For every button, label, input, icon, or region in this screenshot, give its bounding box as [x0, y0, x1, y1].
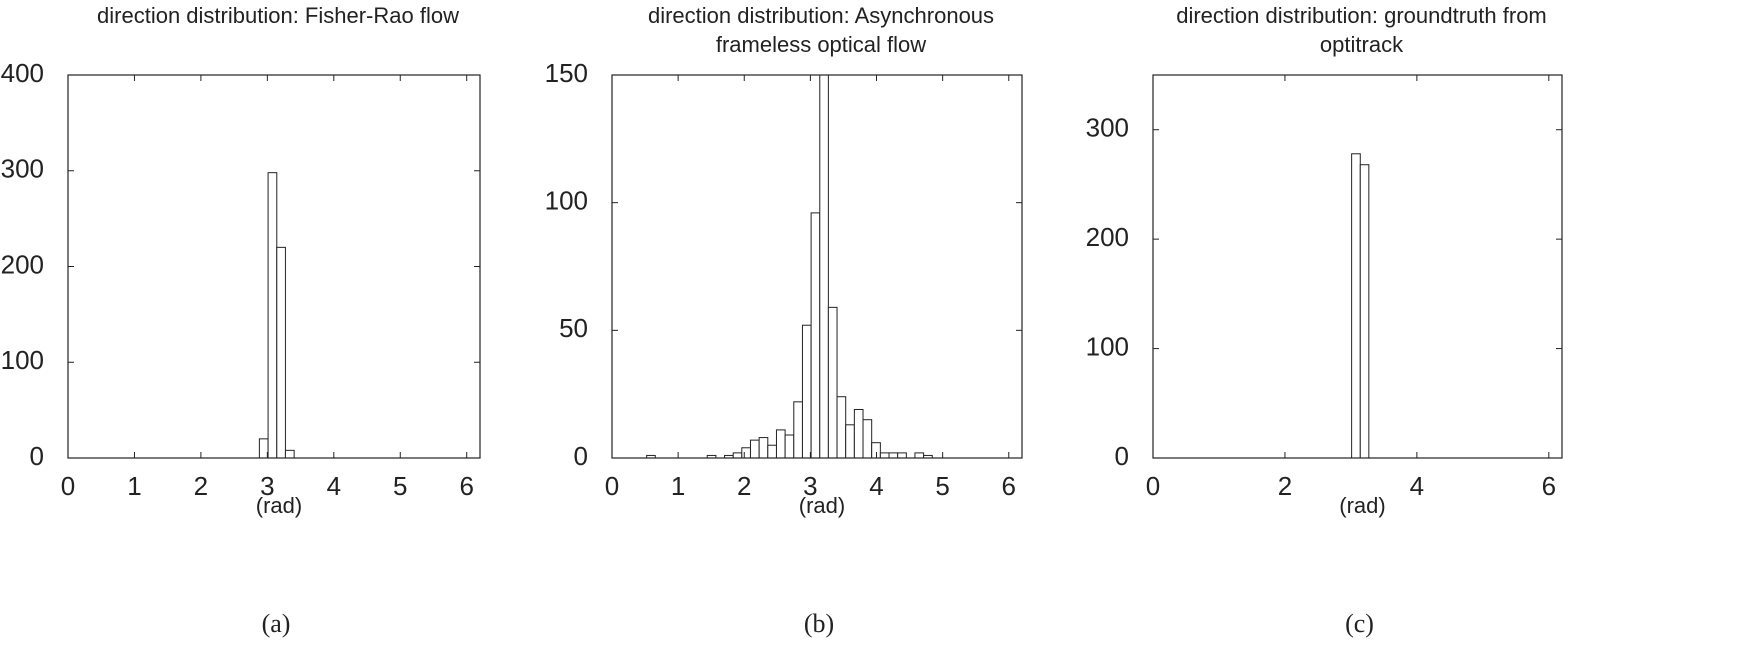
- caption: (b): [804, 609, 834, 638]
- bar: [819, 74, 829, 459]
- x-axis-label: (rad): [256, 493, 302, 518]
- x-tick-label: 2: [1278, 471, 1292, 501]
- bar: [732, 452, 743, 459]
- bar: [879, 452, 890, 459]
- bar: [741, 447, 751, 459]
- y-tick-label: 100: [1086, 331, 1129, 361]
- y-tick-label: 50: [559, 313, 588, 343]
- bar: [801, 324, 812, 459]
- y-tick-label: 400: [1, 58, 44, 88]
- x-tick-label: 4: [1410, 471, 1424, 501]
- bar: [836, 396, 847, 459]
- y-tick-label: 100: [545, 186, 588, 216]
- x-tick-label: 6: [1542, 471, 1556, 501]
- bar: [897, 452, 907, 459]
- bar: [810, 212, 821, 459]
- x-tick-label: 3: [260, 471, 274, 501]
- x-tick-label: 2: [194, 471, 208, 501]
- bar: [888, 452, 899, 459]
- x-tick-label: 4: [327, 471, 341, 501]
- y-tick-label: 100: [1, 345, 44, 375]
- bar: [284, 449, 295, 459]
- bar: [862, 419, 873, 459]
- y-tick-label: 200: [1086, 222, 1129, 252]
- bar: [793, 401, 803, 459]
- y-tick-label: 200: [1, 249, 44, 279]
- x-tick-label: 1: [127, 471, 141, 501]
- bar: [845, 424, 855, 459]
- plot-frame: [611, 74, 1023, 459]
- bar: [749, 439, 760, 459]
- chart-title: direction distribution: groundtruth from…: [1176, 3, 1547, 57]
- caption: (a): [262, 609, 291, 638]
- bar: [827, 306, 838, 459]
- x-axis-label: (rad): [1339, 493, 1385, 518]
- bar: [258, 438, 269, 459]
- x-tick-label: 0: [605, 471, 619, 501]
- bar: [1351, 153, 1361, 459]
- x-tick-label: 3: [803, 471, 817, 501]
- x-tick-label: 5: [393, 471, 407, 501]
- x-tick-label: 6: [1002, 471, 1016, 501]
- plot-frame: [1152, 74, 1563, 459]
- chart-title: direction distribution: Asynchronous fra…: [647, 3, 995, 57]
- bar: [767, 444, 777, 459]
- bar: [853, 408, 864, 459]
- chart-title: direction distribution: Fisher-Rao flow: [97, 3, 459, 28]
- y-tick-label: 0: [30, 441, 44, 471]
- bar: [1359, 164, 1370, 459]
- x-tick-label: 0: [1146, 471, 1160, 501]
- y-tick-label: 0: [1115, 441, 1129, 471]
- y-tick-label: 300: [1086, 113, 1129, 143]
- bar: [784, 434, 795, 459]
- x-tick-label: 2: [737, 471, 751, 501]
- y-tick-label: 150: [545, 58, 588, 88]
- x-tick-label: 6: [459, 471, 473, 501]
- x-tick-label: 5: [935, 471, 949, 501]
- bar: [914, 452, 925, 459]
- x-tick-label: 1: [671, 471, 685, 501]
- bar: [758, 437, 769, 459]
- x-tick-label: 4: [869, 471, 883, 501]
- caption: (c): [1345, 609, 1374, 638]
- bar: [267, 172, 278, 459]
- bar: [276, 246, 286, 459]
- x-axis-label: (rad): [799, 493, 845, 518]
- y-tick-label: 300: [1, 154, 44, 184]
- x-tick-label: 0: [61, 471, 75, 501]
- bar: [775, 429, 786, 459]
- y-tick-label: 0: [574, 441, 588, 471]
